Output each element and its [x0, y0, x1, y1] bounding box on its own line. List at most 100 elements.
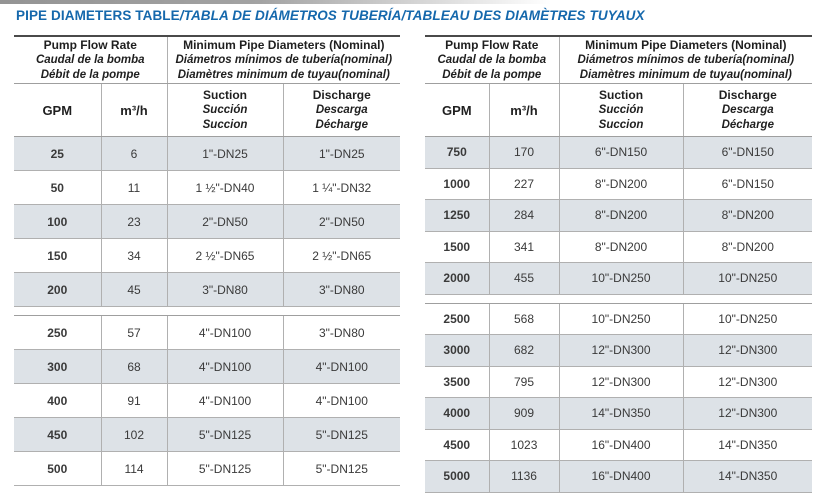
m3h-column-header: m³/h [100, 83, 168, 137]
gpm-value: 2000 [425, 262, 490, 295]
m3h-column-header: m³/h [488, 83, 560, 137]
table-row: 1250 284 8"-DN200 8"-DN200 [425, 199, 813, 232]
table-section-2: 2500 568 10"-DN250 10"-DN250 3000 682 12… [425, 303, 813, 493]
table-row: 300 68 4"-DN100 4"-DN100 [14, 349, 401, 384]
suction-value: 1 ½"-DN40 [166, 170, 284, 205]
diameters-header-en: Minimum Pipe Diameters (Nominal) [585, 38, 787, 53]
m3h-value: 909 [488, 397, 560, 430]
discharge-value: 14"-DN350 [682, 429, 813, 461]
gpm-value: 200 [14, 272, 101, 307]
discharge-value: 4"-DN100 [282, 383, 401, 418]
m3h-value: 341 [488, 231, 560, 263]
discharge-value: 2 ½"-DN65 [282, 238, 401, 273]
table-section-2: 250 57 4"-DN100 3"-DN80 300 68 4"-DN100 … [14, 315, 401, 486]
gpm-value: 3000 [425, 334, 490, 367]
table-row: 250 57 4"-DN100 3"-DN80 [14, 315, 401, 350]
suction-value: 16"-DN400 [558, 429, 684, 461]
suction-value: 6"-DN150 [558, 136, 684, 169]
gpm-value: 300 [14, 349, 101, 384]
section-divider-row [425, 294, 813, 304]
gpm-value: 400 [14, 383, 101, 418]
discharge-value: 12"-DN300 [682, 397, 813, 430]
gpm-value: 25 [14, 136, 101, 171]
m3h-value: 455 [488, 262, 560, 295]
m3h-value: 568 [488, 303, 560, 335]
gpm-value: 3500 [425, 366, 490, 398]
m3h-value: 682 [488, 334, 560, 367]
discharge-value: 14"-DN350 [682, 460, 813, 493]
m3h-value: 45 [100, 272, 168, 307]
flow-rate-header-en: Pump Flow Rate [43, 38, 137, 53]
discharge-header-en: Discharge [718, 88, 777, 103]
diameters-header-en: Minimum Pipe Diameters (Nominal) [183, 38, 385, 53]
table-row: 450 102 5"-DN125 5"-DN125 [14, 417, 401, 452]
m3h-value: 795 [488, 366, 560, 398]
scan-edge-artifact [0, 0, 580, 4]
gpm-value: 4000 [425, 397, 490, 430]
discharge-value: 10"-DN250 [682, 303, 813, 335]
m3h-value: 68 [100, 349, 168, 384]
discharge-value: 3"-DN80 [282, 272, 401, 307]
suction-value: 10"-DN250 [558, 303, 684, 335]
m3h-value: 114 [100, 451, 168, 486]
flow-rate-header-es: Caudal de la bomba [437, 54, 547, 67]
gpm-column-header: GPM [14, 83, 101, 137]
suction-value: 1"-DN25 [166, 136, 284, 171]
gpm-value: 1000 [425, 168, 490, 200]
m3h-value: 34 [100, 238, 168, 273]
m3h-value: 57 [100, 315, 168, 350]
gpm-value: 100 [14, 204, 101, 239]
table-header: Pump Flow Rate Caudal de la bomba Débit … [425, 36, 813, 137]
diameters-header-es: Diámetros mínimos de tubería(nominal) [577, 54, 795, 67]
section-divider-cell [14, 306, 401, 316]
m3h-value: 284 [488, 199, 560, 232]
discharge-value: 10"-DN250 [682, 262, 813, 295]
diameters-header-fr: Diamètres minimum de tuyau(nominal) [579, 68, 792, 81]
suction-header-fr: Succion [598, 118, 644, 131]
table-row: 200 45 3"-DN80 3"-DN80 [14, 272, 401, 307]
discharge-header-en: Discharge [312, 88, 371, 103]
suction-header-es: Succión [598, 104, 644, 117]
header-column-row: GPM m³/h Suction Succión Succion Dischar… [14, 83, 401, 137]
gpm-value: 500 [14, 451, 101, 486]
table-row: 2500 568 10"-DN250 10"-DN250 [425, 303, 813, 335]
table-section-1: 25 6 1"-DN25 1"-DN25 50 11 1 ½"-DN40 1 ¼… [14, 136, 401, 307]
suction-value: 10"-DN250 [558, 262, 684, 295]
gpm-value: 750 [425, 136, 490, 169]
discharge-value: 1 ¼"-DN32 [282, 170, 401, 205]
section-divider-cell [425, 294, 813, 304]
table-row: 2000 455 10"-DN250 10"-DN250 [425, 262, 813, 295]
suction-header-en: Suction [599, 88, 644, 103]
suction-value: 14"-DN350 [558, 397, 684, 430]
table-row: 100 23 2"-DN50 2"-DN50 [14, 204, 401, 239]
gpm-value: 150 [14, 238, 101, 273]
suction-header-es: Succión [202, 104, 248, 117]
m3h-value: 6 [100, 136, 168, 171]
diameters-header-es: Diámetros mínimos de tubería(nominal) [175, 54, 393, 67]
section-divider [14, 306, 401, 316]
table-row: 1500 341 8"-DN200 8"-DN200 [425, 231, 813, 263]
diameters-header: Minimum Pipe Diameters (Nominal) Diámetr… [558, 36, 813, 84]
discharge-column-header: Discharge Descarga Décharge [282, 83, 401, 137]
suction-value: 8"-DN200 [558, 231, 684, 263]
discharge-value: 6"-DN150 [682, 136, 813, 169]
gpm-value: 4500 [425, 429, 490, 461]
gpm-value: 1250 [425, 199, 490, 232]
flow-rate-header-fr: Débit de la pompe [442, 68, 542, 81]
flow-rate-header-en: Pump Flow Rate [445, 38, 539, 53]
diameters-header: Minimum Pipe Diameters (Nominal) Diámetr… [166, 36, 401, 84]
discharge-value: 5"-DN125 [282, 451, 401, 486]
discharge-value: 12"-DN300 [682, 366, 813, 398]
tables-container: Pump Flow Rate Caudal de la bomba Débit … [14, 35, 813, 493]
header-group-row: Pump Flow Rate Caudal de la bomba Débit … [14, 36, 401, 84]
suction-value: 12"-DN300 [558, 366, 684, 398]
suction-value: 2"-DN50 [166, 204, 284, 239]
flow-rate-header-es: Caudal de la bomba [35, 54, 145, 67]
gpm-value: 2500 [425, 303, 490, 335]
suction-header-fr: Succion [202, 118, 248, 131]
discharge-header-fr: Décharge [721, 118, 774, 131]
discharge-header-fr: Décharge [315, 118, 368, 131]
flow-rate-header: Pump Flow Rate Caudal de la bomba Débit … [14, 36, 168, 84]
table-row: 3500 795 12"-DN300 12"-DN300 [425, 366, 813, 398]
